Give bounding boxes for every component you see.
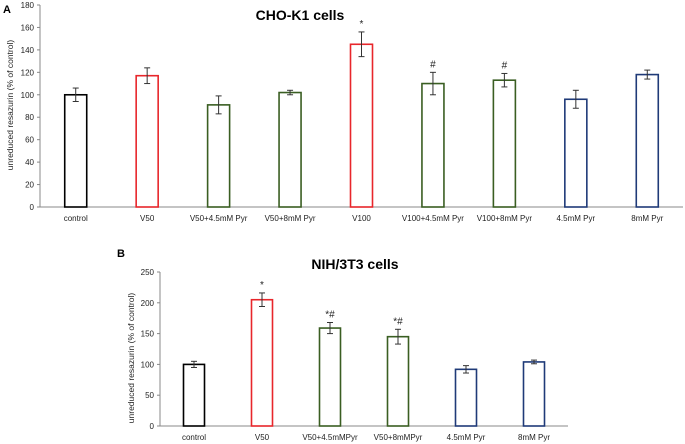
y-tick-label-b: 200 [141,299,155,308]
x-tick-label-a-0: control [64,214,88,223]
y-tick-label-b: 250 [141,268,155,277]
x-tick-label-b-4: 4.5mM Pyr [447,433,486,442]
y-tick-label-a: 60 [25,136,34,145]
y-tick-label-a: 40 [25,158,34,167]
chart-title-nih-3t3: NIH/3T3 cells [311,256,398,272]
bar-b-3 [386,335,410,427]
bar-a-0 [63,93,88,208]
chart-nih-3t3: B NIH/3T3 cells unreduced resazurin (% o… [117,248,568,442]
x-tick-label-b-0: control [182,433,206,442]
x-tick-label-b-5: 8mM Pyr [518,433,550,442]
x-tick-label-a-8: 8mM Pyr [631,214,663,223]
bar-a-3 [278,91,302,208]
x-tick-label-b-3: V50+8mMPyr [374,433,423,442]
y-tick-label-b: 0 [150,422,155,431]
bar-a-8 [635,73,660,208]
significance-label-b-1: * [260,280,264,291]
y-tick-label-b: 50 [145,391,154,400]
x-tick-label-a-3: V50+8mM Pyr [265,214,316,223]
x-tick-label-a-2: V50+4.5mM Pyr [190,214,248,223]
bar-a-2 [206,104,231,208]
y-tick-label-a: 180 [21,1,35,10]
y-tick-label-a: 160 [21,23,35,32]
significance-label-a-6: # [502,60,508,71]
bar-a-6 [492,79,517,208]
bar-a-1 [135,74,159,208]
y-axis-label-cho-k1: unreduced resazurin (% of control) [5,40,15,171]
bar-b-4 [454,368,478,427]
panel-label-b: B [117,248,125,260]
x-tick-label-b-1: V50 [255,433,270,442]
bar-b-1 [250,298,274,427]
chart-title-cho-k1: CHO-K1 cells [256,7,345,23]
y-tick-label-a: 140 [21,46,35,55]
x-tick-label-a-5: V100+4.5mM Pyr [402,214,464,223]
y-tick-label-b: 100 [141,360,155,369]
x-tick-label-a-6: V100+8mM Pyr [477,214,533,223]
y-tick-label-b: 150 [141,330,155,339]
x-tick-label-a-1: V50 [140,214,155,223]
bar-a-7 [564,98,588,208]
y-tick-label-a: 20 [25,181,34,190]
y-axis-label-nih-3t3: unreduced resazurin (% of control) [126,293,136,424]
bar-a-4 [349,43,374,208]
y-tick-label-a: 80 [25,113,34,122]
bar-a-5 [421,82,445,208]
significance-label-a-5: # [430,59,436,70]
bar-b-0 [182,363,206,427]
significance-label-b-2: *# [325,310,335,321]
significance-label-a-4: * [360,19,364,30]
panel-label-a: A [3,4,11,16]
significance-label-b-3: *# [393,316,403,327]
x-tick-label-a-4: V100 [352,214,371,223]
x-tick-label-b-2: V50+4.5mMPyr [302,433,358,442]
chart-cho-k1: A CHO-K1 cells unreduced resazurin (% of… [3,1,683,223]
y-tick-label-a: 100 [21,91,35,100]
bar-b-2 [318,327,342,427]
x-tick-label-a-7: 4.5mM Pyr [556,214,595,223]
y-tick-label-a: 120 [21,68,35,77]
y-tick-label-a: 0 [30,203,35,212]
bar-b-5 [522,361,546,427]
